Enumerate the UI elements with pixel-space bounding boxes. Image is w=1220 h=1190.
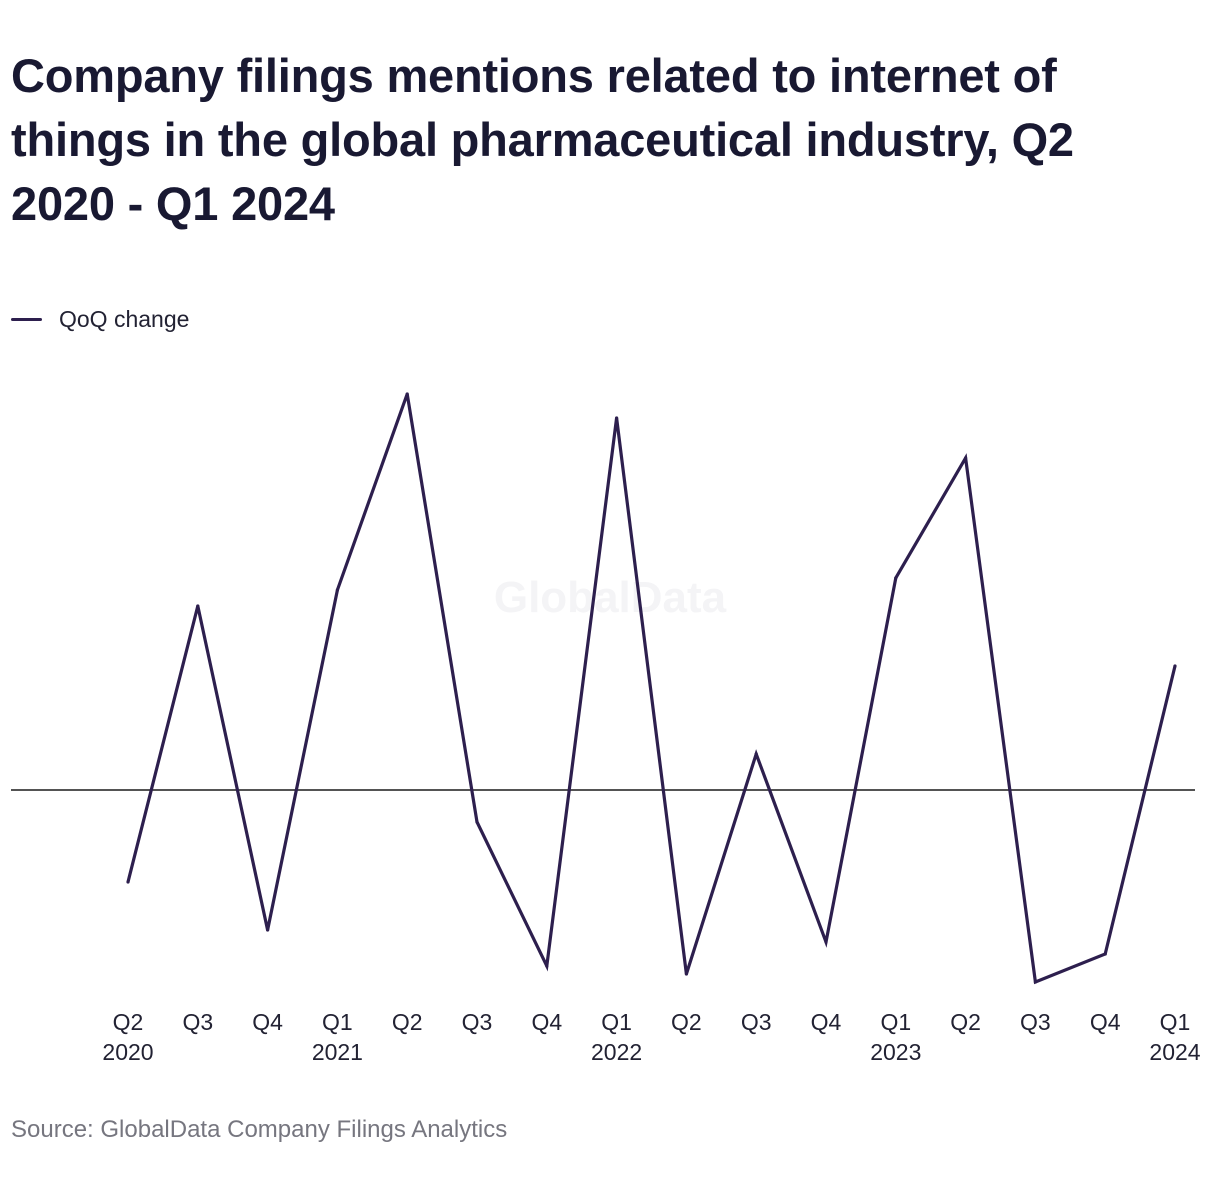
data-point [894, 576, 898, 580]
x-tick-year: 2022 [591, 1039, 642, 1065]
legend-swatch [11, 318, 42, 321]
x-tick-quarter: Q2 [113, 1009, 144, 1035]
x-tick-quarter: Q1 [1160, 1009, 1191, 1035]
x-tick-quarter: Q3 [462, 1009, 493, 1035]
data-point [126, 880, 130, 884]
data-point [196, 604, 200, 608]
data-point [1103, 952, 1107, 956]
x-tick-year: 2020 [102, 1039, 153, 1065]
data-point [475, 820, 479, 824]
series-line [126, 393, 1177, 985]
x-tick-year: 2023 [870, 1039, 921, 1065]
x-tick-quarter: Q4 [252, 1009, 283, 1035]
x-tick-quarter: Q1 [880, 1009, 911, 1035]
legend: QoQ change [11, 306, 189, 333]
x-tick-quarter: Q4 [811, 1009, 842, 1035]
watermark: GlobalData [494, 573, 727, 622]
x-tick-quarter: Q3 [182, 1009, 213, 1035]
x-tick-quarter: Q4 [531, 1009, 562, 1035]
series-layer [126, 392, 1177, 985]
x-axis-ticks: Q2 2020 Q3 Q4 Q1 2021 Q2 Q3 Q4 Q1 2022 Q2 Q3 Q4 Q1 2023… [102, 1009, 1200, 1065]
x-tick-quarter: Q1 [322, 1009, 353, 1035]
data-point [684, 972, 689, 976]
data-point [405, 392, 409, 396]
data-point [1033, 980, 1037, 984]
data-point [964, 456, 968, 460]
data-point [266, 928, 270, 932]
data-point [754, 752, 758, 756]
legend-label: QoQ change [59, 306, 190, 332]
x-tick-year: 2021 [312, 1039, 363, 1065]
chart-title: Company filings mentions related to inte… [11, 49, 1074, 230]
x-tick-year: 2024 [1149, 1039, 1200, 1065]
x-tick-quarter: Q2 [392, 1009, 423, 1035]
x-tick-quarter: Q3 [741, 1009, 772, 1035]
x-tick-quarter: Q1 [601, 1009, 632, 1035]
x-tick-quarter: Q4 [1090, 1009, 1121, 1035]
data-point [335, 588, 339, 592]
data-point [615, 416, 619, 420]
x-tick-quarter: Q2 [671, 1009, 702, 1035]
data-point [1173, 664, 1177, 668]
source-note: Source: GlobalData Company Filings Analy… [11, 1116, 508, 1143]
data-point [545, 964, 549, 968]
data-point [824, 940, 828, 944]
x-tick-quarter: Q2 [950, 1009, 981, 1035]
x-tick-quarter: Q3 [1020, 1009, 1051, 1035]
